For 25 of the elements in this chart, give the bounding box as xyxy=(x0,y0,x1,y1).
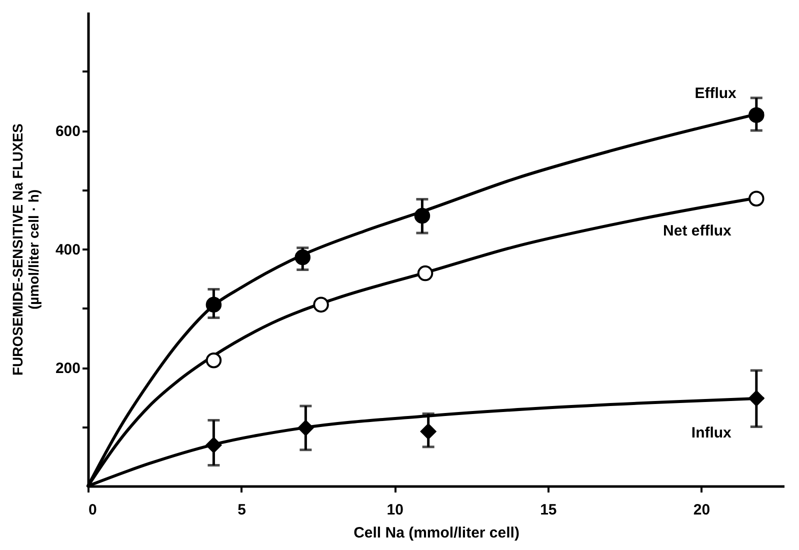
x-axis-title: Cell Na (mmol/liter cell) xyxy=(354,524,520,542)
x-tick-label: 5 xyxy=(238,502,246,518)
point xyxy=(417,265,434,282)
y-tick-label: 200 xyxy=(55,360,80,377)
series-label: Net efflux xyxy=(663,222,732,240)
series-label: Efflux xyxy=(694,85,738,102)
x-tick-label: 20 xyxy=(693,502,710,518)
point xyxy=(298,420,314,436)
point xyxy=(206,352,222,368)
y-axis-title: FUROSEMIDE-SENSITIVE Na FLUXES (µmol/liter cell · h) xyxy=(9,123,42,376)
y-tick-label: 400 xyxy=(55,242,80,258)
point xyxy=(748,390,764,406)
point xyxy=(748,190,764,207)
x-tick-label: 10 xyxy=(386,502,404,518)
x-tick-label: 15 xyxy=(540,502,557,518)
point xyxy=(748,107,764,123)
point xyxy=(294,249,311,266)
y-tick-label: 600 xyxy=(55,123,80,140)
point xyxy=(206,437,222,454)
x-tick-label: 0 xyxy=(88,502,97,518)
point xyxy=(313,296,329,313)
text: Influx xyxy=(691,424,732,442)
point xyxy=(420,424,436,440)
point xyxy=(206,296,222,313)
point xyxy=(414,208,430,224)
